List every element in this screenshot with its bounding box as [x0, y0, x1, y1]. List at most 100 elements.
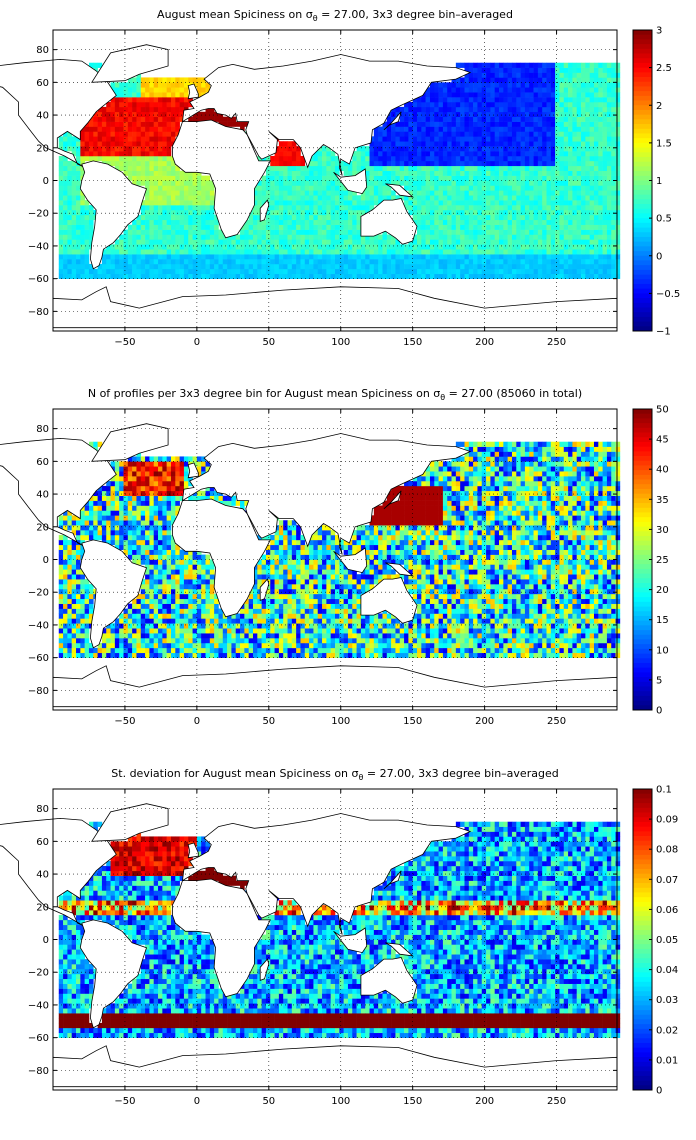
heatmap-cell: [555, 92, 560, 98]
heatmap-cell: [373, 131, 379, 137]
heatmap-cell: [93, 515, 98, 521]
heatmap-cell: [576, 239, 582, 245]
heatmap-cell: [529, 170, 534, 176]
heatmap-cell: [464, 131, 470, 137]
heatmap-cell: [335, 209, 340, 216]
heatmap-cell: [339, 263, 344, 270]
heatmap-cell: [179, 101, 185, 108]
heatmap-cell: [477, 259, 483, 265]
heatmap-cell: [309, 254, 314, 260]
heatmap-cell: [317, 205, 323, 211]
heatmap-cell: [611, 82, 616, 88]
heatmap-cell: [175, 195, 180, 201]
heatmap-cell: [581, 200, 586, 206]
heatmap-cell: [192, 116, 198, 122]
heatmap-cell: [123, 97, 129, 103]
heatmap-cell: [188, 239, 193, 245]
colorbar-tick-label: 1: [656, 176, 662, 187]
heatmap-cell: [170, 224, 176, 230]
heatmap-cell: [119, 146, 124, 152]
heatmap-cell: [615, 205, 621, 211]
heatmap-cell: [170, 209, 176, 216]
heatmap-cell: [158, 97, 163, 103]
heatmap-cell: [404, 160, 409, 167]
heatmap-cell: [158, 190, 163, 196]
heatmap-cell: [153, 190, 159, 196]
heatmap-cell: [170, 185, 176, 191]
heatmap-cell: [326, 249, 331, 255]
colorbar-segment: [633, 81, 652, 87]
heatmap-cell: [227, 259, 232, 265]
heatmap-cell: [576, 263, 582, 270]
heatmap-cell: [227, 254, 232, 260]
heatmap-cell: [201, 234, 206, 240]
heatmap-cell: [546, 97, 552, 103]
heatmap-cell: [265, 259, 271, 265]
heatmap-cell: [162, 82, 167, 88]
heatmap-cell: [360, 165, 366, 171]
heatmap-cell: [425, 146, 431, 152]
heatmap-cell: [317, 229, 323, 235]
heatmap-cell: [391, 273, 396, 279]
heatmap-cell: [145, 456, 150, 462]
heatmap-cell: [166, 97, 172, 103]
heatmap-cell: [408, 131, 413, 137]
heatmap-cell: [382, 155, 388, 162]
coastline: [52, 286, 618, 329]
heatmap-cell: [58, 239, 64, 245]
heatmap-cell: [429, 111, 435, 117]
heatmap-cell: [606, 67, 612, 73]
heatmap-cell: [110, 254, 116, 260]
heatmap-cell: [214, 263, 219, 270]
heatmap-cell: [123, 160, 129, 167]
heatmap-cell: [119, 101, 124, 108]
heatmap-cell: [529, 146, 534, 152]
heatmap-cell: [546, 254, 552, 260]
heatmap-cell: [360, 160, 366, 167]
heatmap-cell: [222, 116, 228, 122]
heatmap-cell: [477, 136, 483, 142]
heatmap-cell: [335, 175, 340, 181]
heatmap-cell: [158, 219, 163, 225]
heatmap-cell: [119, 510, 124, 516]
heatmap-cell: [317, 234, 323, 240]
heatmap-cell: [140, 82, 146, 88]
heatmap-cell: [611, 126, 616, 132]
heatmap-cell: [507, 180, 513, 186]
heatmap-cell: [442, 239, 448, 245]
heatmap-cell: [84, 254, 90, 260]
heatmap-cell: [417, 200, 422, 206]
heatmap-cell: [520, 146, 526, 152]
heatmap-cell: [546, 205, 552, 211]
heatmap-cell: [593, 254, 599, 260]
heatmap-cell: [261, 190, 267, 196]
heatmap-cell: [486, 224, 491, 230]
heatmap-cell: [80, 229, 85, 235]
heatmap-cell: [602, 155, 608, 162]
heatmap-cell: [347, 254, 353, 260]
heatmap-cell: [136, 82, 142, 88]
heatmap-cell: [300, 268, 306, 275]
heatmap-cell: [88, 495, 94, 501]
heatmap-cell: [606, 190, 612, 196]
heatmap-cell: [153, 539, 159, 546]
heatmap-cell: [537, 165, 543, 171]
heatmap-cell: [149, 116, 155, 122]
heatmap-cell: [568, 151, 573, 157]
heatmap-cell: [123, 131, 129, 137]
heatmap-cell: [417, 273, 422, 279]
heatmap-cell: [542, 259, 547, 265]
heatmap-cell: [455, 190, 461, 196]
heatmap-cell: [201, 224, 206, 230]
heatmap-cell: [106, 495, 111, 501]
heatmap-cell: [382, 160, 388, 167]
heatmap-cell: [602, 205, 608, 211]
heatmap-cell: [67, 539, 73, 546]
heatmap-cell: [265, 170, 271, 176]
heatmap-cell: [486, 141, 491, 147]
heatmap-cell: [145, 544, 150, 550]
heatmap-cell: [110, 652, 116, 658]
heatmap-cell: [153, 170, 159, 176]
heatmap-cell: [524, 136, 530, 142]
heatmap-cell: [589, 273, 595, 279]
